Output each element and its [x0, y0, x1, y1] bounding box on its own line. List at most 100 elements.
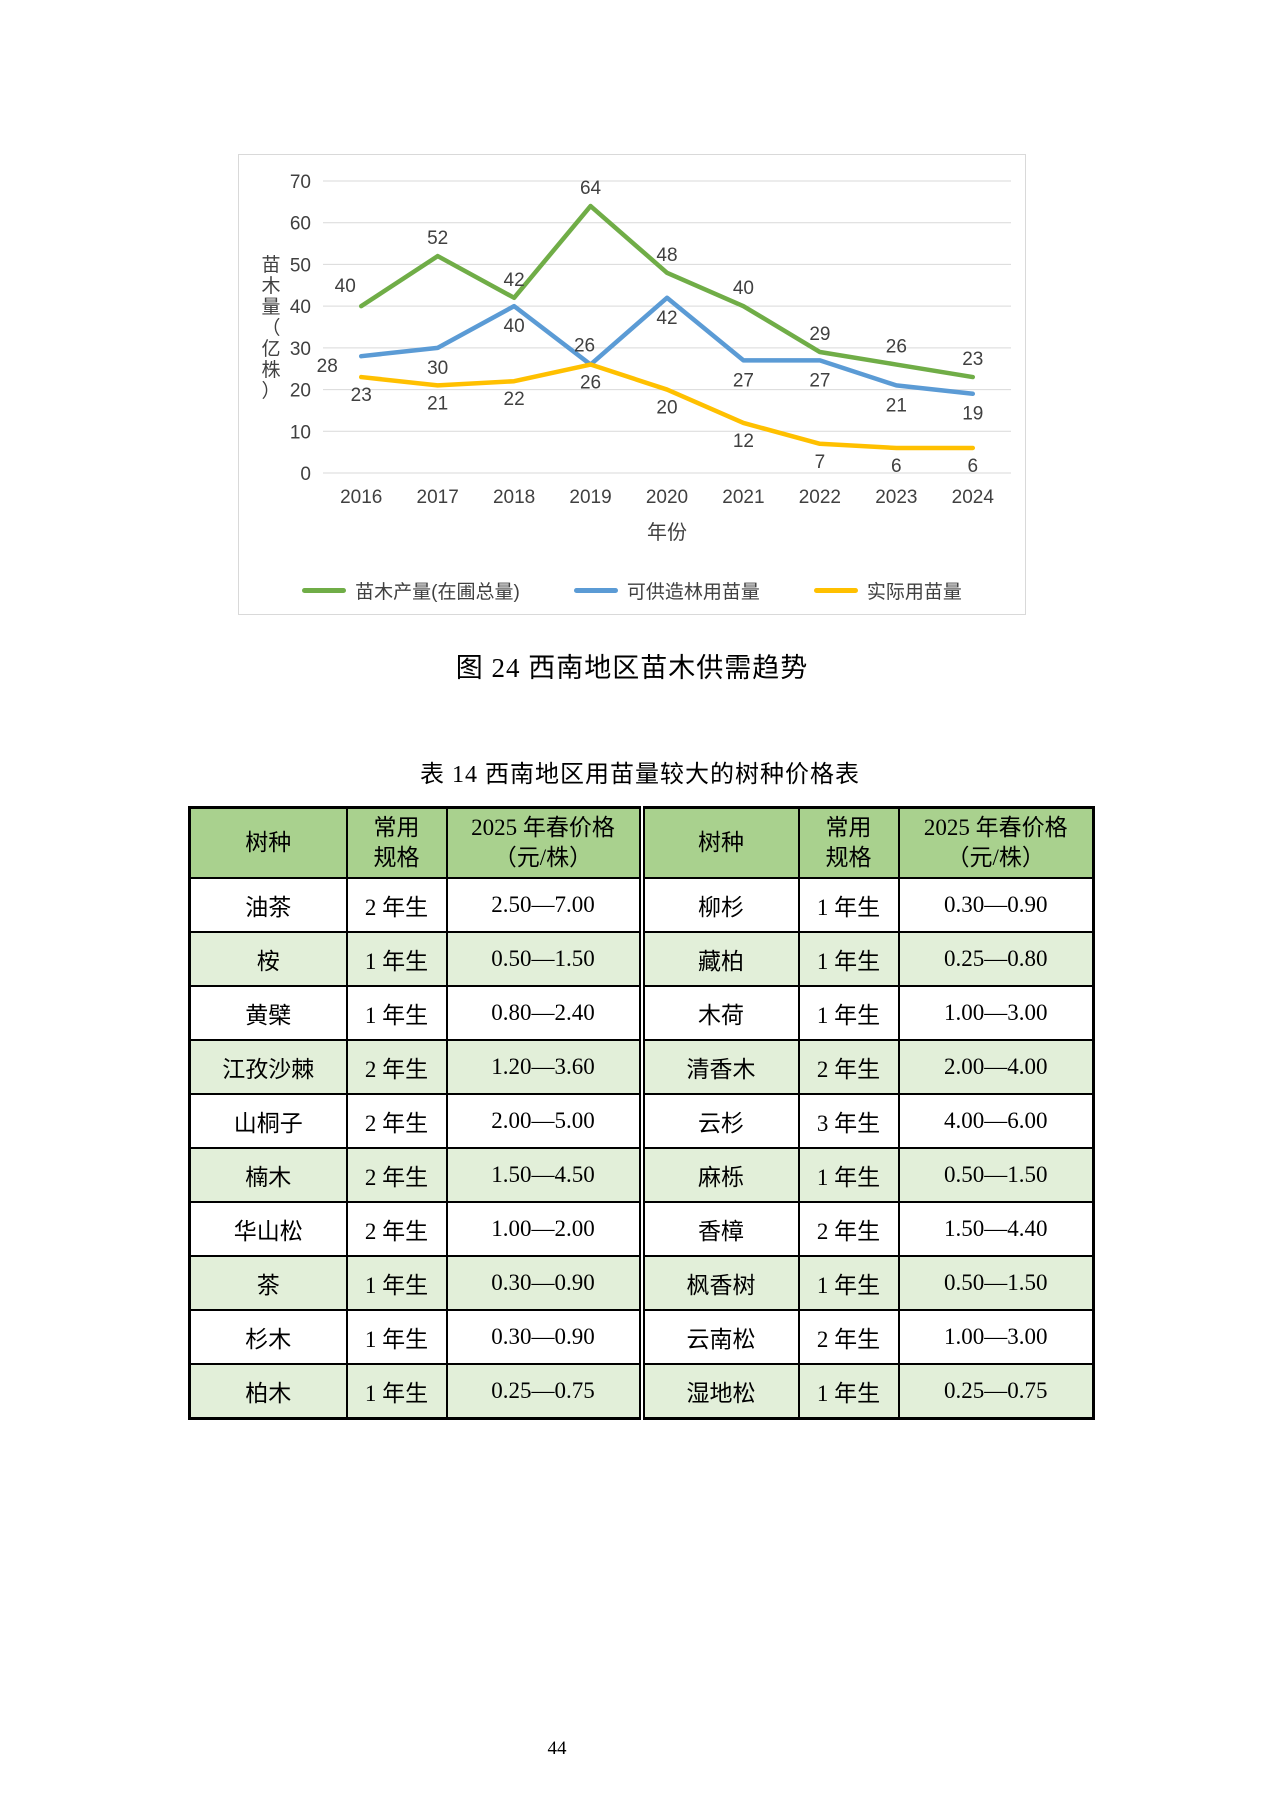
legend-label: 实际用苗量 — [866, 582, 962, 603]
x-tick-label: 2018 — [493, 487, 535, 508]
legend-label: 苗木产量(在圃总量) — [355, 582, 520, 603]
data-label: 26 — [574, 336, 595, 357]
data-label: 23 — [351, 385, 372, 406]
data-label: 6 — [967, 456, 978, 477]
species-cell: 云南松 — [638, 1309, 800, 1365]
species-cell: 麻栎 — [638, 1147, 800, 1203]
series-line — [358, 203, 976, 380]
price-cell: 4.00—6.00 — [897, 1093, 1095, 1149]
species-cell: 藏柏 — [638, 931, 800, 987]
data-label: 42 — [504, 270, 525, 291]
data-label: 19 — [962, 404, 983, 425]
legend-item: 实际用苗量 — [813, 577, 962, 604]
y-axis-title-char: 量 — [261, 297, 280, 318]
data-label: 7 — [815, 452, 826, 473]
data-label: 27 — [809, 370, 830, 391]
spec-cell: 2 年生 — [345, 1201, 448, 1257]
data-label: 40 — [504, 316, 525, 337]
species-price-table: 树种 常用 规格 2025 年春价格 （元/株） 树种 常用 规格 2025 年… — [188, 806, 1095, 1420]
legend-label: 可供造林用苗量 — [626, 582, 760, 603]
spec-cell: 1 年生 — [797, 877, 900, 933]
price-cell: 2.50—7.00 — [445, 877, 643, 933]
header-species-left: 树种 — [188, 806, 348, 879]
species-cell: 香樟 — [638, 1201, 800, 1257]
header-spec-right: 常用 规格 — [797, 806, 900, 879]
price-cell: 0.80—2.40 — [445, 985, 643, 1041]
price-cell: 0.25—0.75 — [445, 1363, 643, 1420]
species-cell: 华山松 — [188, 1201, 348, 1257]
data-label: 6 — [891, 456, 902, 477]
table-row: 黄檗 1 年生 0.80—2.40 木荷 1 年生 1.00—3.00 — [188, 985, 1095, 1041]
table-row: 油茶 2 年生 2.50—7.00 柳杉 1 年生 0.30—0.90 — [188, 877, 1095, 933]
data-label: 23 — [962, 349, 983, 370]
species-cell: 柳杉 — [638, 877, 800, 933]
data-label: 27 — [733, 370, 754, 391]
legend-line-swatch — [813, 588, 858, 593]
spec-cell: 1 年生 — [797, 985, 900, 1041]
species-cell: 杉木 — [188, 1309, 348, 1365]
spec-cell: 2 年生 — [345, 1147, 448, 1203]
species-cell: 柏木 — [188, 1363, 348, 1420]
table-row: 山桐子 2 年生 2.00—5.00 云杉 3 年生 4.00—6.00 — [188, 1093, 1095, 1149]
species-cell: 茶 — [188, 1255, 348, 1311]
y-tick-label: 10 — [290, 422, 311, 443]
price-cell: 0.30—0.90 — [897, 877, 1095, 933]
header-spec-left: 常用 规格 — [345, 806, 448, 879]
price-cell: 1.50—4.50 — [445, 1147, 643, 1203]
price-cell: 1.20—3.60 — [445, 1039, 643, 1095]
table-row: 楠木 2 年生 1.50—4.50 麻栎 1 年生 0.50—1.50 — [188, 1147, 1095, 1203]
data-label: 40 — [733, 278, 754, 299]
spec-cell: 2 年生 — [345, 1093, 448, 1149]
price-cell: 1.00—3.00 — [897, 985, 1095, 1041]
spec-cell: 1 年生 — [345, 931, 448, 987]
x-tick-label: 2021 — [722, 487, 764, 508]
spec-cell: 2 年生 — [345, 877, 448, 933]
data-label: 21 — [886, 395, 907, 416]
y-tick-label: 30 — [290, 339, 311, 360]
y-axis-title-char: 木 — [261, 275, 280, 297]
spec-cell: 2 年生 — [797, 1039, 900, 1095]
table-row: 柏木 1 年生 0.25—0.75 湿地松 1 年生 0.25—0.75 — [188, 1363, 1095, 1420]
x-tick-label: 2022 — [799, 487, 841, 508]
species-cell: 湿地松 — [638, 1363, 800, 1420]
table-row: 江孜沙棘 2 年生 1.20—3.60 清香木 2 年生 2.00—4.00 — [188, 1039, 1095, 1095]
spec-cell: 1 年生 — [797, 931, 900, 987]
y-tick-label: 70 — [290, 172, 311, 193]
table-row: 华山松 2 年生 1.00—2.00 香樟 2 年生 1.50—4.40 — [188, 1201, 1095, 1257]
data-label: 40 — [335, 276, 356, 297]
price-cell: 2.00—5.00 — [445, 1093, 643, 1149]
data-label: 12 — [733, 431, 754, 452]
data-label: 20 — [656, 398, 677, 419]
legend-line-swatch — [573, 588, 618, 593]
data-label: 21 — [427, 393, 448, 414]
chart-legend: 苗木产量(在圃总量) 可供造林用苗量 实际用苗量 — [239, 577, 1025, 604]
x-tick-label: 2019 — [569, 487, 611, 508]
figure-caption: 图 24 西南地区苗木供需趋势 — [455, 653, 809, 683]
y-axis-title-char: 亿 — [261, 338, 280, 360]
header-price-left: 2025 年春价格 （元/株） — [445, 806, 643, 879]
y-tick-label: 20 — [290, 381, 311, 402]
seedling-supply-demand-chart: 0 10 20 30 40 50 60 70 苗木量（亿株） 2016 2017 2018 2019 20… — [238, 154, 1026, 615]
species-cell: 江孜沙棘 — [188, 1039, 348, 1095]
data-label: 42 — [656, 308, 677, 329]
spec-cell: 1 年生 — [345, 1255, 448, 1311]
species-cell: 枫香树 — [638, 1255, 800, 1311]
data-label: 26 — [580, 373, 601, 394]
spec-cell: 1 年生 — [797, 1147, 900, 1203]
species-cell: 云杉 — [638, 1093, 800, 1149]
y-tick-label: 50 — [290, 255, 311, 276]
price-cell: 0.50—1.50 — [445, 931, 643, 987]
price-cell: 1.00—2.00 — [445, 1201, 643, 1257]
price-cell: 0.30—0.90 — [445, 1309, 643, 1365]
spec-cell: 3 年生 — [797, 1093, 900, 1149]
data-label: 22 — [504, 389, 525, 410]
y-tick-label: 60 — [290, 214, 311, 235]
price-cell: 1.50—4.40 — [897, 1201, 1095, 1257]
x-axis-title: 年份 — [647, 521, 687, 544]
species-cell: 山桐子 — [188, 1093, 348, 1149]
price-cell: 1.00—3.00 — [897, 1309, 1095, 1365]
y-axis-title-char: 株 — [261, 359, 280, 381]
price-cell: 0.50—1.50 — [897, 1255, 1095, 1311]
